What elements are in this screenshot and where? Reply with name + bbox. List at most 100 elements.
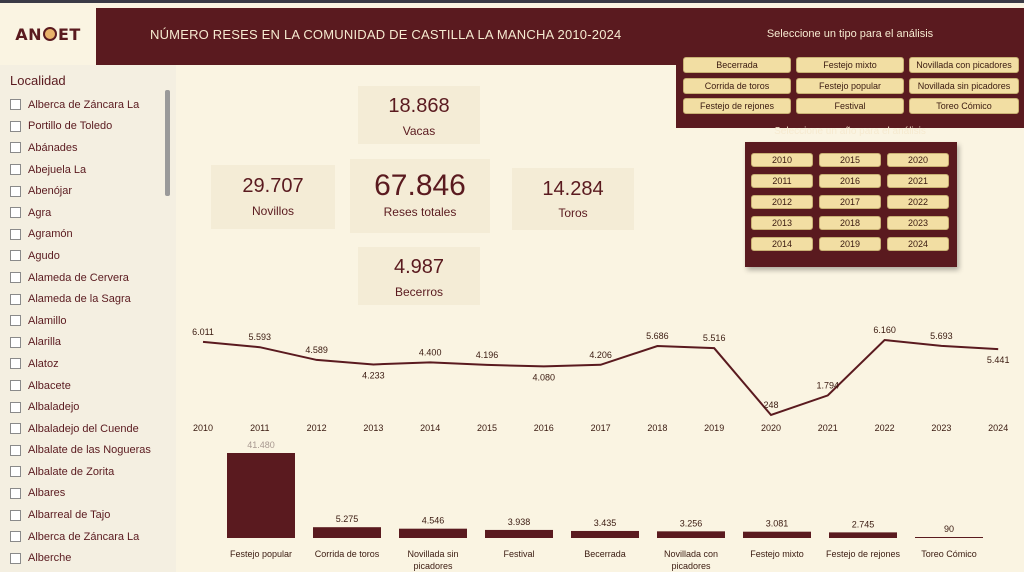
locality-label: Alarilla xyxy=(28,336,62,349)
locality-item[interactable]: Agudo xyxy=(10,245,165,267)
locality-item[interactable]: Albalate de las Nogueras xyxy=(10,440,165,462)
locality-item[interactable]: Albacete xyxy=(10,375,165,397)
sidebar-scrollbar[interactable] xyxy=(165,90,170,196)
locality-item[interactable]: Abenójar xyxy=(10,180,165,202)
checkbox[interactable] xyxy=(10,250,21,262)
locality-item[interactable]: Albalate de Zorita xyxy=(10,461,165,483)
checkbox[interactable] xyxy=(10,466,21,478)
year-option-2021[interactable]: 2021 xyxy=(887,174,949,188)
locality-item[interactable]: Albares xyxy=(10,483,165,505)
checkbox[interactable] xyxy=(10,228,21,240)
year-option-2020[interactable]: 2020 xyxy=(887,153,949,167)
locality-item[interactable]: Alberca de Záncara La xyxy=(10,94,165,116)
bar[interactable] xyxy=(829,532,897,538)
year-option-2012[interactable]: 2012 xyxy=(751,195,813,209)
year-option-2018[interactable]: 2018 xyxy=(819,216,881,230)
locality-label: Alberche xyxy=(28,552,72,565)
category-label: Festejo popular xyxy=(230,549,292,559)
checkbox[interactable] xyxy=(10,164,21,176)
checkbox[interactable] xyxy=(10,120,21,132)
locality-item[interactable]: Albarreal de Tajo xyxy=(10,504,165,526)
series-line xyxy=(202,338,999,417)
bar[interactable] xyxy=(227,453,295,538)
checkbox[interactable] xyxy=(10,380,21,392)
checkbox[interactable] xyxy=(10,531,21,543)
locality-item[interactable]: Agra xyxy=(10,202,165,224)
year-option-2013[interactable]: 2013 xyxy=(751,216,813,230)
locality-label: Albares xyxy=(28,487,66,500)
type-option-novillada-con-picadores[interactable]: Novillada con picadores xyxy=(909,57,1019,73)
bar[interactable] xyxy=(657,531,725,538)
checkbox[interactable] xyxy=(10,401,21,413)
checkbox[interactable] xyxy=(10,487,21,499)
year-option-2015[interactable]: 2015 xyxy=(819,153,881,167)
locality-item[interactable]: Abánades xyxy=(10,137,165,159)
kpi-card-becerros: 4.987 Becerros xyxy=(358,247,480,305)
checkbox[interactable] xyxy=(10,358,21,370)
year-option-2023[interactable]: 2023 xyxy=(887,216,949,230)
kpi-label: Toros xyxy=(558,206,588,220)
year-option-2016[interactable]: 2016 xyxy=(819,174,881,188)
locality-item[interactable]: Agramón xyxy=(10,224,165,246)
checkbox[interactable] xyxy=(10,552,21,564)
locality-item[interactable]: Alberca de Záncara La xyxy=(10,526,165,548)
locality-item[interactable]: Albaladejo del Cuende xyxy=(10,418,165,440)
data-label: 1.794 xyxy=(817,380,840,390)
locality-item[interactable]: Albaladejo xyxy=(10,396,165,418)
locality-item[interactable]: Alameda de Cervera xyxy=(10,267,165,289)
kpi-value: 14.284 xyxy=(542,178,604,200)
data-label: 6.160 xyxy=(873,325,896,335)
checkbox[interactable] xyxy=(10,272,21,284)
locality-item[interactable]: Abejuela La xyxy=(10,159,165,181)
checkbox[interactable] xyxy=(10,444,21,456)
type-option-corrida-de-toros[interactable]: Corrida de toros xyxy=(683,78,791,94)
checkbox[interactable] xyxy=(10,207,21,219)
year-option-2022[interactable]: 2022 xyxy=(887,195,949,209)
type-option-becerrada[interactable]: Becerrada xyxy=(683,57,791,73)
checkbox[interactable] xyxy=(10,509,21,521)
x-tick-label: 2019 xyxy=(704,423,724,433)
checkbox[interactable] xyxy=(10,315,21,327)
type-option-festejo-popular[interactable]: Festejo popular xyxy=(796,78,904,94)
locality-item[interactable]: Portillo de Toledo xyxy=(10,116,165,138)
checkbox[interactable] xyxy=(10,336,21,348)
locality-item[interactable]: Alberche xyxy=(10,547,165,569)
type-option-novillada-sin-picadores[interactable]: Novillada sin picadores xyxy=(909,78,1019,94)
bar[interactable] xyxy=(915,537,983,538)
locality-item[interactable]: Alarilla xyxy=(10,332,165,354)
year-option-2010[interactable]: 2010 xyxy=(751,153,813,167)
locality-label: Abejuela La xyxy=(28,163,87,176)
bar[interactable] xyxy=(571,530,639,538)
checkbox[interactable] xyxy=(10,99,21,111)
type-bar-chart: 41.480 Festejo popular 5.275 Corrida de tor… xyxy=(227,440,983,571)
x-tick-label: 2013 xyxy=(363,423,383,433)
checkbox[interactable] xyxy=(10,185,21,197)
kpi-value: 18.868 xyxy=(388,95,450,117)
type-option-festejo-mixto[interactable]: Festejo mixto xyxy=(796,57,904,73)
type-option-toreo-comico[interactable]: Toreo Cómico xyxy=(909,98,1019,114)
category-label: Festejo de rejones xyxy=(826,549,901,559)
locality-label: Abánades xyxy=(28,141,78,154)
bar[interactable] xyxy=(743,531,811,538)
checkbox[interactable] xyxy=(10,142,21,154)
locality-item[interactable]: Alatoz xyxy=(10,353,165,375)
checkbox[interactable] xyxy=(10,423,21,435)
type-option-festival[interactable]: Festival xyxy=(796,98,904,114)
year-option-2014[interactable]: 2014 xyxy=(751,237,813,251)
data-label: 5.441 xyxy=(987,355,1010,365)
year-option-2011[interactable]: 2011 xyxy=(751,174,813,188)
year-option-2017[interactable]: 2017 xyxy=(819,195,881,209)
x-tick-label: 2015 xyxy=(477,423,497,433)
x-tick-label: 2021 xyxy=(818,423,838,433)
bar[interactable] xyxy=(399,528,467,538)
locality-item[interactable]: Alameda de la Sagra xyxy=(10,288,165,310)
year-option-2024[interactable]: 2024 xyxy=(887,237,949,251)
type-option-festejo-de-rejones[interactable]: Festejo de rejones xyxy=(683,98,791,114)
data-label: 4.400 xyxy=(419,347,442,357)
x-tick-label: 2016 xyxy=(534,423,554,433)
year-option-2019[interactable]: 2019 xyxy=(819,237,881,251)
bar[interactable] xyxy=(313,527,381,538)
locality-item[interactable]: Alamillo xyxy=(10,310,165,332)
bar[interactable] xyxy=(485,529,553,538)
checkbox[interactable] xyxy=(10,293,21,305)
